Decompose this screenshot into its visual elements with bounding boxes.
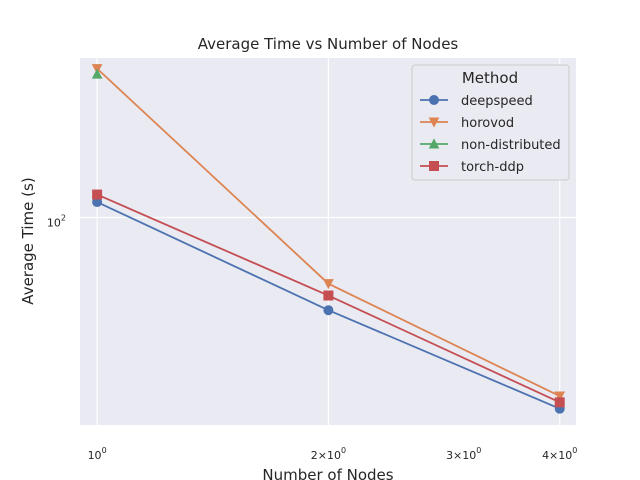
x-tick-label: 3×100 [446, 446, 481, 462]
tick-labels: 100 2×100 3×100 4×100 102 [47, 213, 577, 462]
legend-label: horovod [461, 116, 514, 131]
data-point-torch-ddp [554, 397, 565, 408]
legend-label: non-distributed [461, 138, 561, 153]
legend-title: Method [462, 69, 518, 87]
x-tick-label: 2×100 [311, 446, 346, 462]
legend-label: deepspeed [461, 94, 533, 109]
legend-item-deepspeed: deepspeed [420, 94, 533, 109]
series-torch-ddp [92, 189, 565, 408]
legend-marker [428, 138, 440, 149]
legend-item-torch-ddp: torch-ddp [420, 160, 524, 175]
legend-box [411, 64, 570, 181]
data-point-non-distributed [91, 68, 103, 79]
series-non-distributed [91, 68, 103, 79]
legend-label: torch-ddp [461, 160, 524, 175]
data-point-torch-ddp [323, 290, 334, 301]
series-layer [91, 64, 566, 414]
data-point-horovod [323, 279, 334, 290]
data-point-horovod [554, 391, 566, 402]
y-axis-label: Average Time (s) [19, 177, 37, 304]
legend: Method deepspeed horovod non-distributed to… [411, 64, 570, 181]
legend-marker [429, 161, 439, 171]
legend-marker [428, 117, 440, 128]
x-tick-label: 100 [88, 446, 107, 462]
data-point-torch-ddp [92, 189, 103, 200]
y-tick-label: 102 [47, 213, 66, 229]
data-point-deepspeed [323, 305, 334, 316]
legend-item-non-distributed: non-distributed [420, 138, 561, 153]
grid-lines [80, 58, 576, 425]
legend-item-horovod: horovod [420, 116, 514, 131]
legend-marker [429, 95, 439, 105]
chart-title: Average Time vs Number of Nodes [198, 35, 459, 53]
legend-items: deepspeed horovod non-distributed torch-ddp [420, 94, 561, 175]
series-horovod [91, 64, 566, 402]
x-axis-label: Number of Nodes [262, 466, 393, 480]
x-tick-label: 4×100 [542, 446, 577, 462]
